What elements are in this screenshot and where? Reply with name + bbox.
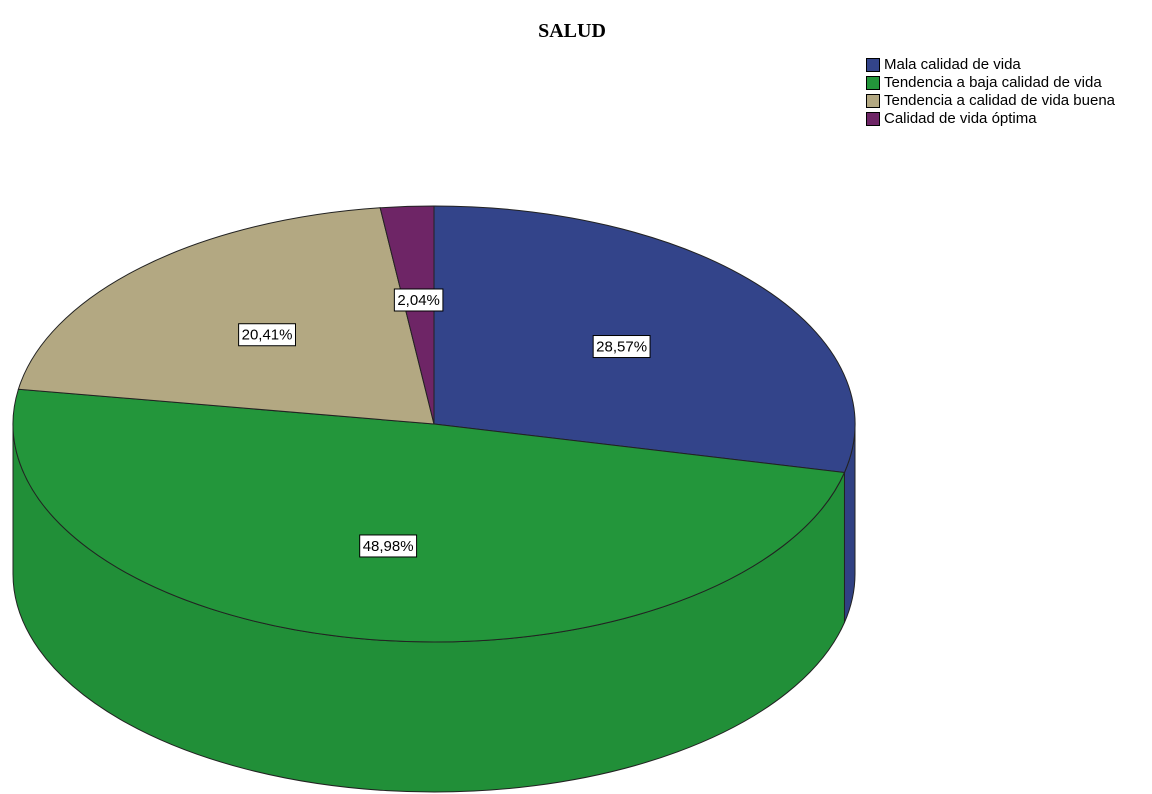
legend-swatch bbox=[866, 58, 880, 72]
chart-title: SALUD bbox=[538, 20, 606, 42]
data-label: 28,57% bbox=[592, 335, 651, 359]
data-label-text: 2,04% bbox=[397, 292, 440, 309]
legend-swatch bbox=[866, 94, 880, 108]
legend-label: Tendencia a calidad de vida buena bbox=[884, 92, 1116, 109]
data-label-text: 20,41% bbox=[242, 327, 293, 344]
slice bbox=[379, 205, 435, 425]
legend-label: Mala calidad de vida bbox=[884, 56, 1021, 73]
data-label: 48,98% bbox=[359, 534, 418, 558]
legend: Mala calidad de vida Tendencia a baja cal… bbox=[866, 57, 1146, 129]
data-label: 20,41% bbox=[238, 323, 296, 347]
legend-item: Tendencia a calidad de vida buena bbox=[866, 93, 1146, 108]
data-label: 2,04% bbox=[393, 288, 444, 312]
data-label-box bbox=[592, 335, 651, 359]
legend-item: Mala calidad de vida bbox=[866, 57, 1146, 72]
data-label-box bbox=[238, 323, 296, 347]
legend-label: Calidad de vida óptima bbox=[884, 110, 1037, 127]
legend-label: Tendencia a baja calidad de vida bbox=[884, 74, 1102, 91]
legend-item: Tendencia a baja calidad de vida bbox=[866, 75, 1146, 90]
data-label-text: 48,98% bbox=[363, 538, 414, 555]
legend-swatch bbox=[866, 76, 880, 90]
slice bbox=[17, 207, 435, 425]
legend-swatch bbox=[866, 112, 880, 126]
legend-item: Calidad de vida óptima bbox=[866, 111, 1146, 126]
data-label-box bbox=[393, 288, 444, 312]
slice bbox=[12, 388, 846, 643]
data-label-box bbox=[359, 534, 418, 558]
data-label-text: 28,57% bbox=[596, 338, 647, 355]
